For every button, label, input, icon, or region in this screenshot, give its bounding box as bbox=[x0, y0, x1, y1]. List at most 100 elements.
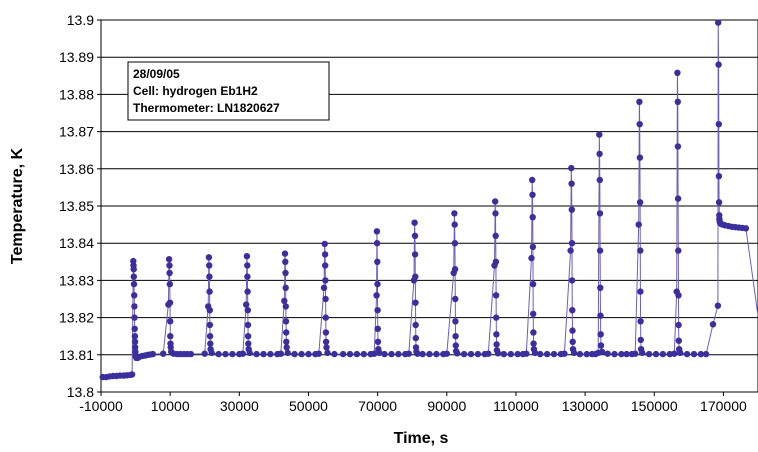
data-point bbox=[675, 247, 682, 254]
data-point bbox=[246, 349, 253, 357]
data-point bbox=[492, 210, 499, 217]
x-tick-label: 170000 bbox=[700, 398, 747, 414]
data-point bbox=[323, 344, 330, 351]
data-point bbox=[507, 350, 514, 358]
data-point bbox=[374, 325, 381, 332]
data-point bbox=[530, 340, 537, 347]
data-point bbox=[284, 349, 291, 357]
data-point bbox=[414, 350, 421, 357]
data-point bbox=[243, 301, 250, 308]
data-point bbox=[528, 254, 535, 262]
data-point bbox=[130, 266, 137, 273]
data-point bbox=[130, 280, 138, 288]
x-tick-label: 150000 bbox=[631, 398, 678, 414]
data-point bbox=[597, 331, 604, 338]
data-point bbox=[493, 314, 500, 321]
y-axis-title: Temperature, K bbox=[9, 147, 26, 264]
data-point bbox=[374, 338, 382, 345]
data-point bbox=[165, 256, 173, 263]
data-point bbox=[529, 214, 536, 221]
data-point bbox=[568, 180, 575, 187]
data-point bbox=[281, 250, 289, 257]
data-point bbox=[321, 240, 328, 248]
data-point bbox=[652, 350, 660, 358]
data-point bbox=[529, 176, 536, 184]
data-point bbox=[131, 325, 138, 332]
data-point bbox=[636, 199, 644, 206]
data-point bbox=[374, 258, 381, 265]
data-point bbox=[187, 350, 195, 358]
data-point bbox=[215, 350, 222, 358]
data-point bbox=[452, 342, 459, 349]
data-point bbox=[282, 258, 289, 265]
data-point bbox=[715, 199, 723, 206]
data-point bbox=[166, 299, 174, 306]
data-point bbox=[239, 350, 246, 357]
data-point bbox=[674, 69, 681, 77]
data-point bbox=[561, 350, 568, 357]
data-point bbox=[485, 350, 492, 357]
y-axis: 13.8 13.81 13.82 13.83 13.84 13.85 13.86 13.87 1… bbox=[59, 12, 101, 400]
y-tick-label: 13.85 bbox=[59, 198, 94, 214]
data-point bbox=[454, 350, 461, 357]
x-tick-label: 50000 bbox=[289, 398, 328, 414]
data-point bbox=[374, 307, 381, 314]
data-point bbox=[715, 19, 722, 26]
data-point bbox=[537, 350, 544, 358]
data-point bbox=[674, 195, 682, 202]
data-point bbox=[315, 350, 322, 357]
data-point bbox=[321, 251, 329, 258]
data-point bbox=[452, 295, 459, 303]
data-point bbox=[267, 350, 274, 358]
data-point bbox=[130, 273, 137, 280]
data-point bbox=[412, 273, 419, 280]
data-point bbox=[412, 299, 419, 306]
data-point bbox=[277, 350, 284, 357]
data-point bbox=[260, 350, 267, 358]
data-point bbox=[645, 350, 653, 358]
data-point bbox=[353, 350, 361, 358]
data-point bbox=[371, 350, 378, 357]
data-point bbox=[411, 219, 418, 226]
data-point bbox=[697, 350, 705, 358]
data-point bbox=[322, 329, 330, 336]
data-point bbox=[426, 350, 433, 358]
data-point bbox=[131, 314, 138, 321]
data-point bbox=[451, 210, 458, 217]
data-point bbox=[742, 225, 750, 232]
data-point bbox=[411, 232, 419, 239]
data-point bbox=[291, 350, 298, 358]
data-point bbox=[281, 297, 288, 305]
data-point bbox=[567, 247, 574, 254]
data-point bbox=[405, 350, 412, 357]
data-point bbox=[675, 337, 682, 344]
data-point bbox=[206, 307, 213, 314]
data-point bbox=[460, 350, 468, 358]
data-point bbox=[452, 333, 459, 340]
data-point bbox=[671, 350, 678, 357]
data-point bbox=[493, 341, 500, 348]
data-point bbox=[714, 302, 722, 309]
data-point bbox=[611, 350, 618, 358]
data-point bbox=[474, 350, 482, 358]
data-point bbox=[596, 131, 603, 138]
data-point bbox=[569, 307, 576, 314]
data-point bbox=[492, 258, 500, 265]
data-point bbox=[207, 340, 214, 347]
annotation-frame bbox=[127, 61, 330, 121]
data-point bbox=[623, 350, 630, 358]
data-point bbox=[493, 331, 500, 338]
data-point bbox=[568, 277, 576, 284]
y-tick-label: 13.89 bbox=[59, 49, 94, 65]
y-tick-label: 13.83 bbox=[59, 272, 94, 288]
y-tick-label: 13.86 bbox=[59, 161, 94, 177]
data-point bbox=[322, 338, 330, 345]
data-point bbox=[320, 284, 328, 291]
data-point bbox=[201, 350, 208, 357]
x-tick-label: 30000 bbox=[220, 398, 259, 414]
data-point bbox=[373, 228, 381, 235]
data-point bbox=[632, 350, 639, 357]
data-point bbox=[373, 240, 381, 247]
data-point bbox=[206, 288, 213, 295]
